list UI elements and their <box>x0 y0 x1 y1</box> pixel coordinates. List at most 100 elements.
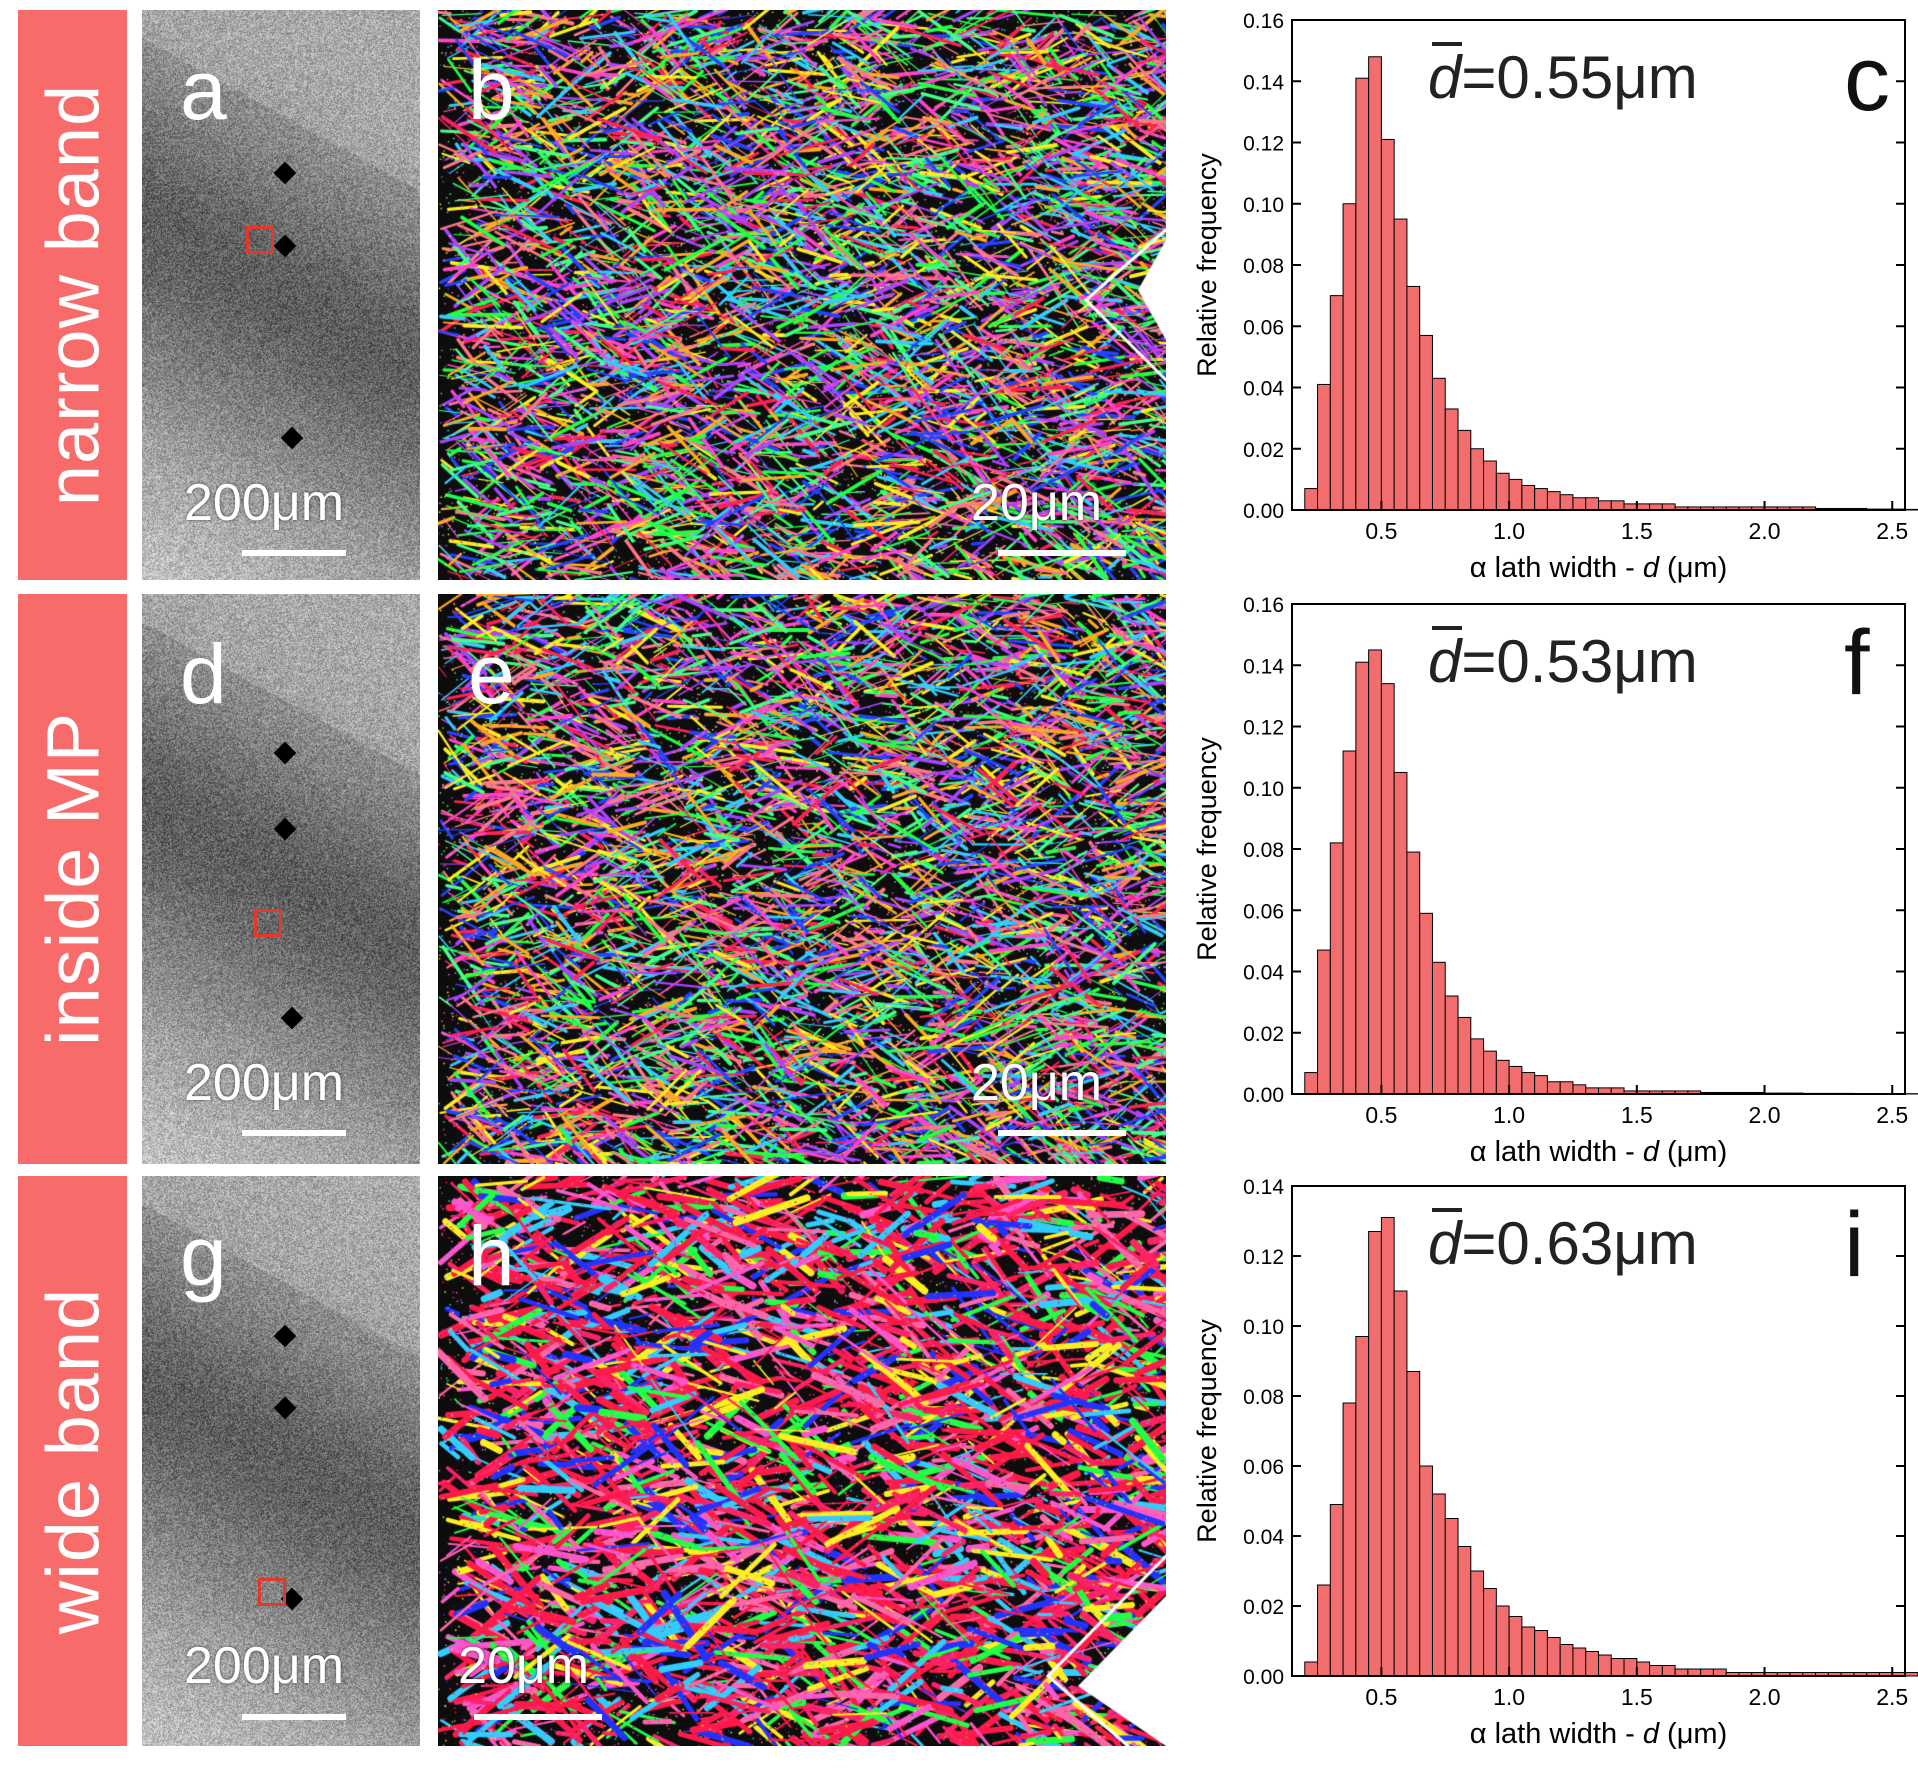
y-tick-label: 0.06 <box>1243 316 1284 339</box>
x-axis-label-var: d <box>1643 1136 1660 1168</box>
histogram-bar <box>1700 1668 1714 1677</box>
histogram-bar <box>1495 1059 1510 1095</box>
histogram-bar <box>1380 683 1395 1095</box>
panel-letter: e <box>468 627 515 721</box>
histogram-bar <box>1585 497 1599 511</box>
histogram-bar <box>1368 56 1382 511</box>
x-tick-label: 0.5 <box>1365 1684 1397 1710</box>
histogram-bar <box>1419 334 1433 511</box>
histogram-bar <box>1483 1050 1497 1095</box>
histogram-bar <box>1393 1290 1408 1677</box>
band-label: wide band <box>31 1287 114 1635</box>
histogram-bar <box>1329 1504 1344 1677</box>
y-tick-label: 0.12 <box>1243 133 1284 156</box>
x-tick-label: 1.0 <box>1493 1102 1525 1128</box>
histogram-bar <box>1598 500 1612 511</box>
scale-label: 20μm <box>971 474 1103 532</box>
x-tick-label: 1.5 <box>1621 1684 1653 1710</box>
histogram-bar <box>1546 491 1561 511</box>
histogram-bar <box>1483 1588 1497 1677</box>
panel-letter: h <box>468 1209 515 1303</box>
x-axis-label: α lath width - d (μm) <box>1470 1718 1728 1750</box>
band-label: inside MP <box>31 712 114 1046</box>
histogram-bar <box>1355 77 1370 511</box>
x-axis-label-prefix: α lath width - <box>1470 1718 1643 1750</box>
y-tick-label: 0.02 <box>1243 439 1284 462</box>
x-axis-label-prefix: α lath width - <box>1470 1136 1643 1168</box>
histogram-bar <box>1546 1637 1561 1677</box>
x-axis-label-unit: (μm) <box>1659 1136 1727 1168</box>
histogram-bar <box>1521 1072 1536 1095</box>
roi-box <box>254 909 282 937</box>
histogram-svg: 0.00 0.02 0.04 0.06 0.08 0.10 0.12 0.14 0.5 1.0 1.… <box>1192 1176 1918 1750</box>
mean-value: =0.55μm <box>1461 44 1697 111</box>
x-tick-label: 1.0 <box>1493 1684 1525 1710</box>
histogram-bar <box>1444 1518 1459 1677</box>
roi-box <box>246 226 274 254</box>
histogram-bar <box>1661 1665 1676 1677</box>
histogram-chart: 0.00 0.02 0.04 0.06 0.08 0.10 0.12 0.14 0.5 1.0 1.… <box>1180 1176 1918 1756</box>
histogram-bar <box>1304 488 1319 511</box>
histogram-svg: 0.00 0.02 0.04 0.06 0.08 0.10 0.12 0.14 0.16 0.5 1… <box>1192 10 1918 584</box>
scale-bar <box>474 1714 602 1720</box>
histogram-bar <box>1534 1075 1548 1095</box>
histogram-bar <box>1329 842 1344 1095</box>
histogram-bar <box>1649 1665 1663 1677</box>
band-label-box: narrow band <box>18 10 127 580</box>
y-tick-label: 0.14 <box>1243 655 1284 678</box>
histogram-bar <box>1444 408 1459 511</box>
mean-annotation: d=0.53μm <box>1428 628 1698 695</box>
histogram-bar <box>1342 750 1357 1095</box>
x-tick-label: 0.5 <box>1365 518 1397 544</box>
x-axis-label-unit: (μm) <box>1659 1718 1727 1750</box>
x-tick-label: 2.0 <box>1749 1684 1781 1710</box>
histogram-bar <box>1419 912 1433 1095</box>
mean-value: =0.53μm <box>1461 628 1697 695</box>
panel-letter: i <box>1844 1194 1864 1296</box>
figure-row-1: narrow band a 200μm b 20μm 0.00 0.02 0.04 0… <box>0 10 1918 590</box>
histogram-bar <box>1304 1072 1319 1095</box>
histogram-bar <box>1368 1231 1382 1677</box>
histogram-bar <box>1317 1584 1331 1677</box>
histogram-bar <box>1393 771 1408 1095</box>
histogram-bar <box>1572 1647 1587 1677</box>
histogram-bar <box>1380 138 1395 511</box>
histogram-chart: 0.00 0.02 0.04 0.06 0.08 0.10 0.12 0.14 0.16 0.5 1… <box>1180 594 1918 1174</box>
histogram-bar <box>1508 478 1523 511</box>
ebsd-map-image <box>438 10 1166 580</box>
y-tick-label: 0.06 <box>1243 1456 1284 1479</box>
histogram-bar <box>1317 383 1331 511</box>
x-axis-label-var: d <box>1643 552 1660 584</box>
histogram-bar <box>1431 377 1446 511</box>
y-tick-label: 0.10 <box>1243 778 1284 801</box>
scale-bar <box>242 550 346 556</box>
y-tick-label: 0.00 <box>1243 500 1284 523</box>
histogram-bar <box>1904 1672 1918 1677</box>
histogram-bar <box>1534 1630 1548 1677</box>
histogram-bar <box>1534 488 1548 511</box>
mean-symbol: d <box>1428 628 1463 695</box>
panel-letter: b <box>468 43 515 137</box>
panel-letter: d <box>180 627 227 721</box>
panel-letter: a <box>180 43 227 137</box>
histogram-bar <box>1457 429 1472 511</box>
histogram-bar <box>1393 218 1408 511</box>
histogram-bar <box>1559 1644 1574 1677</box>
x-tick-label: 2.0 <box>1749 1102 1781 1128</box>
histogram-bar <box>1610 1658 1625 1677</box>
scale-label: 200μm <box>184 1637 345 1695</box>
histogram-bar <box>1508 1065 1523 1095</box>
optical-micrograph: g 200μm <box>142 1176 420 1746</box>
histogram-bar <box>1521 1626 1536 1677</box>
plot-frame <box>1291 1185 1906 1677</box>
y-tick-label: 0.14 <box>1243 1176 1284 1199</box>
x-axis-label: α lath width - d (μm) <box>1470 1136 1728 1168</box>
histogram-bar <box>1457 1546 1472 1677</box>
optical-micrograph: a 200μm <box>142 10 420 580</box>
mean-annotation: d=0.63μm <box>1428 1210 1698 1277</box>
histogram-bar <box>1342 1402 1357 1677</box>
histogram-bar <box>1406 1371 1421 1677</box>
y-tick-label: 0.16 <box>1243 594 1284 617</box>
mean-value: =0.63μm <box>1461 1210 1697 1277</box>
ebsd-map-image <box>438 594 1166 1164</box>
